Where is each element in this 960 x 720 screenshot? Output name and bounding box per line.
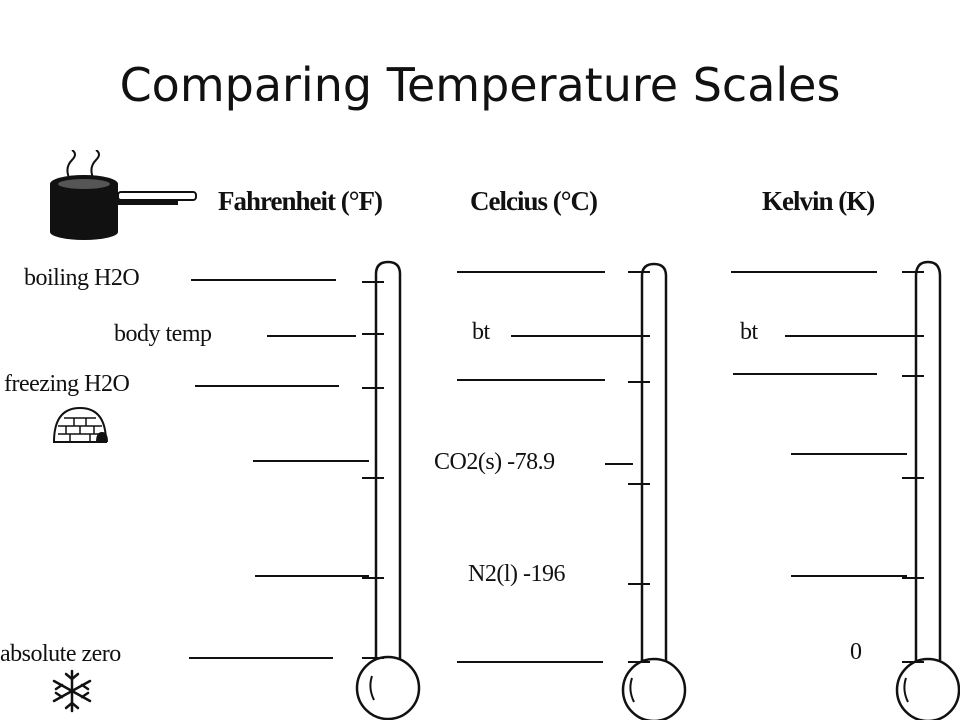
kelvin-ticks [902,271,924,663]
steaming-pot-icon [50,150,197,240]
celcius-thermometer [621,262,687,720]
absolute-zero-label: absolute zero [0,641,121,667]
co2-dry-ice-label: CO2(s) -78.9 [434,449,555,475]
fahrenheit-ticks [362,281,384,659]
igloo-icon [52,406,108,443]
kelvin-thermometer [895,260,960,720]
liquid-nitrogen-label: N2(l) -196 [468,561,565,587]
body-temp-label: body temp [114,321,212,347]
fahrenheit-heading: Fahrenheit (°F) [218,186,383,216]
celcius-body-temp-label: bt [472,319,490,345]
boiling-water-label: boiling H2O [24,265,140,291]
fahrenheit-thermometer [355,260,421,720]
kelvin-heading: Kelvin (K) [762,186,875,216]
slide-title: Comparing Temperature Scales [119,58,841,112]
celcius-heading: Celcius (°C) [470,186,598,216]
celcius-ticks [628,271,650,663]
kelvin-zero-label: 0 [850,639,862,665]
freezing-water-label: freezing H2O [4,371,130,397]
snowflake-icon [52,669,92,713]
kelvin-body-temp-label: bt [740,319,758,345]
